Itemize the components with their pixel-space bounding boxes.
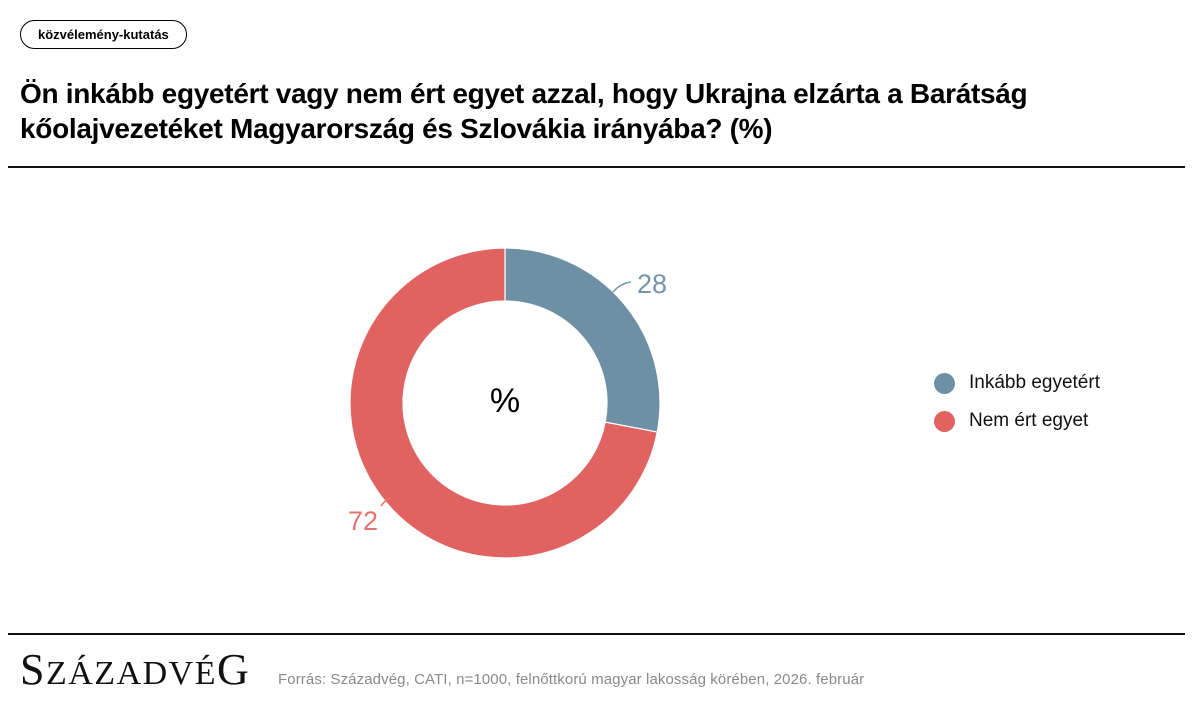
donut-segment-agree — [504, 247, 661, 433]
donut-segment-disagree — [349, 247, 658, 559]
survey-type-badge: közvélemény-kutatás — [20, 20, 187, 49]
leader-line-disagree — [380, 497, 392, 507]
szazadveg-logo: SZÁZADVÉG — [20, 645, 251, 694]
legend-label-agree: Inkább egyetért — [969, 372, 1100, 393]
legend-swatch-agree-icon — [934, 372, 955, 394]
value-label-disagree: 72 — [348, 506, 378, 536]
survey-type-badge-label: közvélemény-kutatás — [38, 27, 169, 42]
leader-line-agree — [612, 281, 632, 293]
legend-item-disagree: Nem ért egyet — [934, 410, 1100, 432]
donut-center-unit-label: % — [490, 382, 520, 420]
source-note: Forrás: Századvég, CATI, n=1000, felnőtt… — [278, 671, 865, 688]
donut-chart: 28 72 % — [348, 247, 667, 559]
logo-final-cap: G — [217, 645, 251, 694]
legend-label-disagree: Nem ért egyet — [969, 410, 1089, 431]
logo-small-caps: ZÁZADVÉ — [45, 655, 218, 692]
top-divider — [8, 166, 1185, 168]
logo-initial-cap: S — [20, 645, 46, 694]
chart-legend: Inkább egyetért Nem ért egyet — [934, 372, 1100, 432]
value-label-agree: 28 — [637, 269, 667, 299]
legend-swatch-disagree-icon — [934, 410, 955, 432]
bottom-divider — [8, 633, 1185, 635]
chart-question-title: Ön inkább egyetért vagy nem ért egyet az… — [20, 78, 1028, 144]
legend-item-agree: Inkább egyetért — [934, 372, 1100, 394]
